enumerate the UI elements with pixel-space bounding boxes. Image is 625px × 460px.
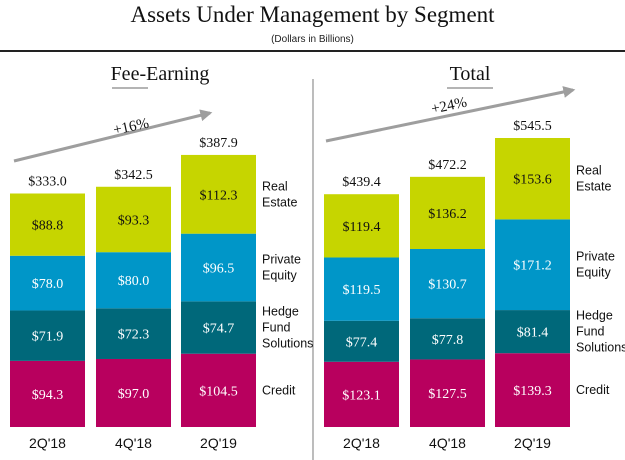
page-title: Assets Under Management by Segment [130,2,495,27]
fee-earning-value-label-private-equity-2: $96.5 [203,262,235,277]
fee-earning-bar-real-estate-2 [181,154,256,234]
total-legend-hedge-fund-solutions-line-0: Hedge [576,309,613,323]
fee-earning-total-label-0: $333.0 [28,174,67,189]
fee-earning-total-label-1: $342.5 [114,168,153,183]
fee-earning-bar-credit-1 [96,358,171,427]
fee-earning-value-label-credit-0: $94.3 [32,388,64,403]
total-legend-hedge-fund-solutions-line-2: Solutions [576,341,625,355]
total-legend-real-estate-line-0: Real [576,164,602,178]
fee-earning-value-label-real-estate-1: $93.3 [118,213,150,228]
fee-earning-panel-title: Fee-Earning [111,63,210,85]
fee-earning-bar-hedge-fund-solutions-1 [96,308,171,359]
total-category-label-1: 4Q'18 [429,435,466,451]
fee-earning-bar-hedge-fund-solutions-0 [10,310,85,361]
fee-earning-legend-real-estate-line-0: Real [262,179,288,193]
total-bar-private-equity-1 [410,248,485,319]
fee-earning-bar-credit-2 [181,353,256,427]
total-value-label-credit-0: $123.1 [342,388,381,403]
fee-earning-category-label-1: 4Q'18 [115,435,152,451]
fee-earning-value-label-credit-1: $97.0 [118,387,150,402]
fee-earning-value-label-real-estate-2: $112.3 [200,188,238,203]
fee-earning-bar-hedge-fund-solutions-2 [181,301,256,354]
fee-earning-category-label-0: 2Q'18 [29,435,66,451]
total-value-label-hedge-fund-solutions-0: $77.4 [346,335,378,350]
fee-earning-value-label-private-equity-0: $78.0 [32,277,64,292]
total-legend-credit-line-0: Credit [576,383,610,397]
total-category-label-0: 2Q'18 [343,435,380,451]
total-bar-private-equity-2 [495,219,570,311]
total-legend-private-equity-line-1: Equity [576,266,611,280]
total-legend-private-equity-line-0: Private [576,250,615,264]
total-category-label-2: 2Q'19 [514,435,551,451]
total-value-label-real-estate-1: $136.2 [428,207,467,222]
page-subtitle: (Dollars in Billions) [271,34,354,45]
fee-earning-value-label-hedge-fund-solutions-1: $72.3 [118,328,150,343]
fee-earning-legend-credit-line-0: Credit [262,383,296,397]
fee-earning-bar-private-equity-1 [96,252,171,309]
fee-earning-legend-private-equity-line-1: Equity [262,269,297,283]
total-growth-label: +24% [430,95,469,118]
fee-earning-total-label-2: $387.9 [199,136,238,151]
total-bar-credit-2 [495,353,570,427]
total-legend-real-estate-line-1: Estate [576,180,611,194]
fee-earning-category-label-2: 2Q'19 [200,435,237,451]
total-bar-credit-0 [324,361,399,427]
total-growth-arrow [325,86,576,143]
total-value-label-private-equity-2: $171.2 [513,259,552,274]
total-legend-hedge-fund-solutions-line-1: Fund [576,325,605,339]
fee-earning-bar-real-estate-1 [96,186,171,253]
total-total-label-0: $439.4 [342,175,381,190]
fee-earning-growth-arrow [13,109,213,163]
fee-earning-bar-real-estate-0 [10,193,85,256]
fee-earning-bar-credit-0 [10,360,85,427]
fee-earning-value-label-hedge-fund-solutions-0: $71.9 [32,330,64,345]
total-bar-real-estate-2 [495,138,570,220]
fee-earning-bar-private-equity-0 [10,255,85,311]
total-value-label-credit-2: $139.3 [513,384,552,399]
total-value-label-hedge-fund-solutions-2: $81.4 [517,326,549,341]
total-bar-real-estate-0 [324,194,399,258]
total-value-label-credit-1: $127.5 [428,387,467,402]
fee-earning-value-label-hedge-fund-solutions-2: $74.7 [203,322,235,337]
fee-earning-growth-label: +16% [112,116,151,139]
fee-earning-legend-private-equity-line-0: Private [262,253,301,267]
total-value-label-real-estate-2: $153.6 [513,173,552,188]
total-value-label-private-equity-1: $130.7 [428,278,467,293]
total-bar-credit-1 [410,359,485,427]
total-bar-hedge-fund-solutions-1 [410,318,485,360]
total-value-label-hedge-fund-solutions-1: $77.8 [432,333,464,348]
total-bar-private-equity-0 [324,257,399,321]
total-panel-title: Total [450,63,491,85]
fee-earning-value-label-private-equity-1: $80.0 [118,274,150,289]
fee-earning-legend-hedge-fund-solutions-line-1: Fund [262,321,291,335]
total-bar-hedge-fund-solutions-2 [495,310,570,354]
total-value-label-real-estate-0: $119.4 [343,220,381,235]
total-value-label-private-equity-0: $119.5 [343,283,381,298]
total-total-label-2: $545.5 [513,119,552,134]
fee-earning-legend-hedge-fund-solutions-line-0: Hedge [262,305,299,319]
fee-earning-legend-real-estate-line-1: Estate [262,195,297,209]
total-bar-real-estate-1 [410,176,485,249]
fee-earning-bar-private-equity-2 [181,233,256,302]
fee-earning-value-label-credit-2: $104.5 [199,384,238,399]
title-divider [0,50,625,52]
fee-earning-value-label-real-estate-0: $88.8 [32,219,64,234]
fee-earning-legend-hedge-fund-solutions-line-2: Solutions [262,337,313,351]
total-bar-hedge-fund-solutions-0 [324,320,399,362]
total-total-label-1: $472.2 [428,158,467,173]
